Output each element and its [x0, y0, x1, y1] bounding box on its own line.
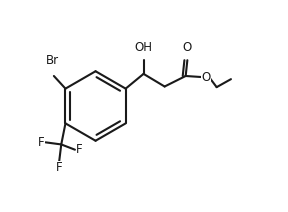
Text: Br: Br	[46, 54, 59, 67]
Text: OH: OH	[134, 41, 153, 54]
Text: F: F	[56, 161, 62, 174]
Text: F: F	[76, 143, 83, 156]
Text: O: O	[183, 41, 192, 54]
Text: O: O	[202, 71, 211, 84]
Text: F: F	[37, 136, 44, 149]
